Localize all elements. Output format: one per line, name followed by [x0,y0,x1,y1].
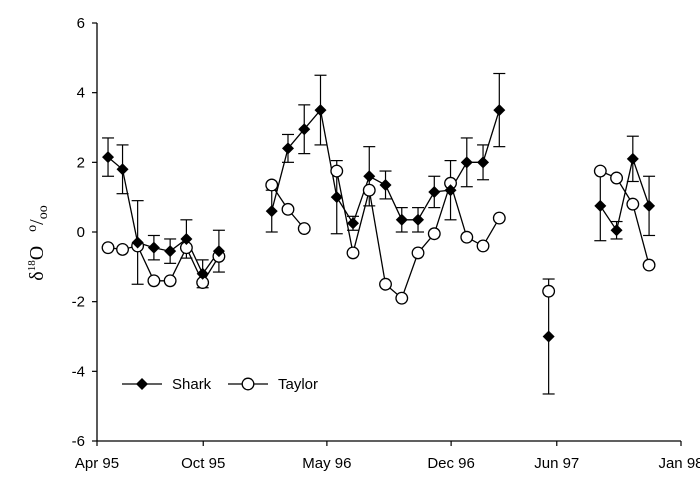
data-point-shark [330,191,343,204]
data-point-shark [643,199,656,212]
legend-shark-diamond-marker [136,378,148,390]
data-point-shark [147,241,160,254]
data-point-taylor [265,178,279,192]
data-point-taylor [476,239,490,253]
data-point-shark [363,170,376,183]
data-point-shark [298,123,311,136]
data-point-shark [493,104,506,117]
data-point-shark [180,232,193,245]
data-point-taylor [626,197,640,211]
data-point-shark [196,267,209,280]
y-axis-label-delta: δ [26,271,48,280]
data-point-taylor [346,246,360,260]
data-point-taylor [610,171,624,185]
data-point-shark [131,236,144,249]
data-point-taylor [542,284,556,298]
y-axis-label-superscript: 18 [26,260,38,272]
data-point-taylor [330,164,344,178]
data-point-taylor [379,277,392,291]
data-point-shark [412,213,425,226]
y-axis-label-unit-o1: o [25,225,40,232]
y-axis-label: δ18Oo/oo [25,205,51,280]
series-line-shark [599,156,650,232]
series-line-shark [107,156,220,276]
data-point-shark [379,178,392,191]
data-point-shark [116,163,129,176]
data-point-shark [164,245,177,258]
legend: Shark Taylor [122,376,318,393]
data-point-taylor [395,291,409,305]
series-line-taylor [336,170,500,300]
x-tick-label: Jan 98 [658,455,700,472]
data-point-taylor [362,183,376,197]
data-point-taylor [411,246,425,260]
y-tick-label: 0 [77,224,85,241]
y-axis-label-unit-slash: / [26,219,48,225]
data-point-shark [610,224,623,237]
data-point-shark [594,199,607,212]
y-axis-label-element: O [26,246,48,260]
data-point-taylor [427,227,441,241]
data-point-taylor [163,274,177,288]
y-tick-label: -4 [72,363,85,380]
x-tick-label: Apr 95 [75,455,119,472]
data-point-taylor [116,242,129,256]
x-tick-label: Dec 96 [427,455,475,472]
series-line-taylor [600,170,650,266]
data-point-shark [347,217,360,230]
data-point-taylor [101,241,115,255]
x-axis-ticks: Apr 95 Oct 95 May 96 Dec 96 Jun 97 Jan 98 [75,441,700,472]
data-point-taylor [281,202,295,216]
y-tick-label: 4 [77,85,85,102]
legend-shark-label: Shark [172,376,212,393]
data-point-shark [626,152,639,165]
data-point-shark [281,142,294,155]
data-point-taylor [460,230,474,244]
data-point-shark [265,205,278,218]
data-point-taylor [492,211,506,225]
series-layer [101,72,656,395]
data-point-shark [444,184,457,197]
data-point-shark [102,151,115,164]
legend-taylor-label: Taylor [278,376,318,393]
y-axis-label-unit-o2: oo [36,205,51,219]
data-point-taylor [642,258,656,272]
data-point-taylor [147,274,161,288]
data-point-shark [212,245,225,258]
y-tick-label: -6 [72,433,85,450]
y-tick-label: -2 [72,294,85,311]
data-point-shark [428,185,441,198]
y-tick-label: 2 [77,154,85,171]
legend-taylor-circle-marker [241,377,255,391]
x-tick-label: May 96 [302,455,351,472]
data-point-shark [314,104,327,117]
y-axis-ticks: 6 4 2 0 -2 -4 -6 [72,15,97,450]
x-tick-label: Oct 95 [181,455,225,472]
data-point-shark [460,156,473,169]
data-point-taylor [593,164,607,178]
data-point-shark [395,213,408,226]
data-point-shark [477,156,490,169]
data-point-taylor [297,222,311,235]
y-tick-label: 6 [77,15,85,32]
x-tick-label: Jun 97 [534,455,579,472]
data-point-shark [542,330,555,343]
